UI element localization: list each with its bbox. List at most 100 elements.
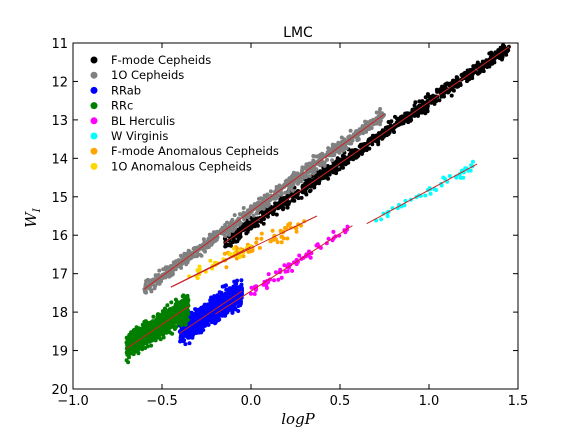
data-point: [338, 147, 343, 152]
x-axis-label: logP: [281, 410, 315, 428]
data-point: [214, 300, 219, 305]
data-point: [249, 226, 253, 231]
data-point: [181, 301, 186, 306]
data-point: [143, 319, 148, 324]
data-point: [222, 251, 227, 256]
data-point: [241, 206, 246, 210]
y-tick-label: 20: [51, 383, 68, 398]
data-point: [281, 207, 285, 212]
data-point: [265, 214, 270, 219]
series-0-points: [222, 43, 511, 249]
data-point: [285, 236, 290, 241]
data-point: [182, 297, 187, 302]
data-point: [201, 237, 206, 242]
data-point: [186, 258, 191, 262]
x-tick-label: −1.0: [57, 394, 89, 409]
data-point: [188, 318, 193, 322]
data-point: [336, 140, 341, 145]
data-point: [342, 147, 347, 152]
data-point: [208, 234, 213, 239]
y-tick-label: 11: [51, 37, 68, 52]
data-point: [232, 246, 236, 251]
data-point: [145, 344, 150, 349]
data-point: [192, 254, 197, 259]
data-point: [254, 211, 259, 216]
data-point: [423, 193, 428, 198]
data-point: [183, 342, 188, 347]
data-point: [229, 288, 234, 293]
data-point: [197, 264, 202, 269]
data-point: [143, 290, 148, 295]
data-point: [136, 351, 141, 356]
data-point: [480, 59, 485, 64]
data-point: [334, 171, 339, 176]
data-point: [180, 255, 185, 260]
data-point: [423, 111, 428, 116]
data-point: [331, 229, 336, 234]
data-point: [279, 190, 284, 195]
data-point: [252, 292, 257, 296]
data-point: [330, 158, 335, 163]
legend-label: W Virginis: [111, 129, 168, 143]
data-point: [207, 304, 212, 309]
data-point: [219, 300, 224, 305]
data-point: [161, 331, 166, 336]
data-point: [332, 153, 337, 158]
data-point: [447, 82, 452, 87]
data-point: [255, 223, 260, 228]
data-point: [296, 180, 301, 185]
data-point: [153, 283, 158, 288]
data-point: [141, 341, 146, 346]
data-point: [127, 341, 132, 346]
data-point: [215, 296, 220, 301]
data-point: [332, 165, 337, 170]
data-point: [274, 188, 279, 192]
data-point: [213, 321, 217, 326]
data-point: [340, 153, 345, 158]
y-tick-label: 16: [51, 229, 68, 244]
legend-marker: [90, 147, 98, 155]
data-point: [311, 158, 316, 163]
data-point: [321, 160, 326, 165]
legend-label: F-mode Cepheids: [111, 53, 211, 67]
data-point: [132, 331, 137, 336]
data-point: [389, 119, 394, 124]
data-point: [210, 302, 215, 307]
data-point: [236, 285, 241, 290]
data-point: [237, 212, 242, 217]
data-point: [481, 65, 486, 70]
data-point: [158, 337, 163, 342]
data-point: [268, 189, 273, 194]
data-point: [262, 193, 267, 198]
data-point: [211, 318, 216, 322]
data-point: [153, 334, 158, 339]
legend-label: F-mode Anomalous Cepheids: [111, 144, 279, 158]
data-point: [190, 335, 195, 340]
series-5-fit-line: [366, 163, 478, 225]
data-point: [227, 230, 232, 235]
data-point: [186, 317, 190, 322]
data-point: [249, 285, 254, 290]
data-point: [274, 212, 279, 217]
data-point: [252, 202, 257, 207]
data-point: [228, 292, 233, 297]
data-point: [425, 102, 430, 107]
data-point: [374, 121, 379, 126]
data-point: [406, 120, 411, 125]
y-tick-label: 19: [51, 345, 68, 360]
data-point: [412, 107, 417, 112]
legend-label: 1O Cepheids: [111, 68, 184, 82]
data-point: [308, 255, 313, 260]
data-point: [378, 122, 382, 127]
data-point: [291, 182, 296, 187]
data-point: [236, 309, 241, 313]
series-5-points: [374, 159, 475, 223]
data-point: [250, 222, 255, 227]
data-point: [213, 304, 218, 309]
series-1-points: [142, 107, 386, 295]
series-3-points: [124, 293, 191, 365]
data-point: [219, 227, 223, 232]
data-point: [329, 147, 334, 152]
data-point: [440, 84, 444, 89]
data-point: [153, 338, 158, 343]
